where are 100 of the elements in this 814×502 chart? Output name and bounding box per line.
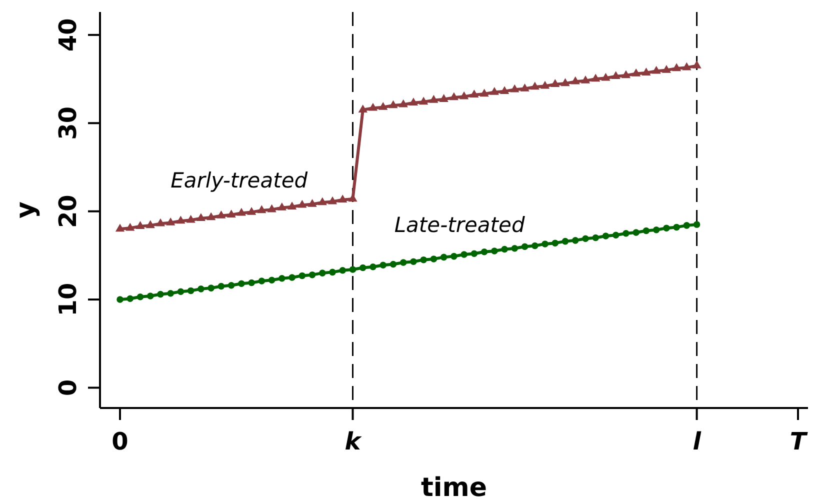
- point: [370, 264, 376, 270]
- point: [166, 218, 176, 226]
- point: [216, 210, 226, 218]
- point: [460, 91, 469, 100]
- point: [490, 86, 499, 95]
- point: [248, 279, 255, 286]
- point: [380, 262, 386, 268]
- point: [612, 232, 620, 239]
- point: [429, 94, 438, 103]
- series-label: Early-treated: [170, 168, 308, 192]
- point: [500, 86, 510, 94]
- point: [570, 76, 580, 84]
- point: [460, 251, 468, 258]
- point: [501, 246, 508, 253]
- point: [278, 274, 286, 282]
- point: [238, 280, 245, 288]
- point: [632, 229, 640, 236]
- point: [319, 270, 326, 276]
- point: [662, 64, 672, 73]
- point: [652, 226, 660, 234]
- point: [156, 218, 166, 226]
- point: [126, 295, 134, 302]
- point: [388, 100, 398, 108]
- point: [652, 66, 661, 74]
- point: [550, 79, 560, 87]
- point: [136, 293, 144, 300]
- point: [449, 92, 458, 100]
- y-tick-label: 30: [54, 106, 82, 140]
- point: [390, 260, 397, 268]
- point: [226, 210, 236, 218]
- point: [580, 76, 590, 84]
- point: [177, 288, 184, 295]
- series-label: Late-treated: [394, 212, 526, 237]
- point: [258, 278, 266, 284]
- point: [268, 276, 276, 284]
- point: [410, 258, 417, 265]
- point: [622, 230, 630, 237]
- point: [318, 197, 327, 206]
- point: [218, 282, 225, 290]
- point: [408, 98, 418, 106]
- point: [440, 254, 448, 261]
- point: [542, 240, 548, 248]
- point: [419, 96, 428, 105]
- y-axis-title: y: [11, 201, 41, 218]
- point: [298, 200, 307, 208]
- point: [157, 290, 164, 298]
- point: [349, 266, 356, 273]
- point: [511, 244, 518, 252]
- point: [480, 88, 489, 97]
- point: [126, 222, 135, 231]
- x-tick-label: k: [344, 427, 363, 456]
- point: [136, 221, 145, 229]
- point: [206, 212, 216, 220]
- x-axis-title: time: [420, 473, 488, 502]
- point: [116, 296, 124, 303]
- point: [591, 74, 600, 82]
- point: [562, 238, 569, 245]
- point: [288, 274, 296, 281]
- point: [208, 284, 214, 292]
- point: [673, 224, 680, 231]
- point: [368, 102, 378, 111]
- point: [146, 292, 154, 300]
- point: [329, 268, 336, 276]
- point: [246, 206, 256, 215]
- point: [115, 224, 125, 232]
- point: [532, 242, 538, 250]
- point: [693, 221, 700, 228]
- point: [491, 248, 498, 254]
- point: [470, 90, 479, 98]
- point: [358, 104, 368, 113]
- point: [560, 78, 570, 86]
- point: [236, 208, 246, 216]
- x-tick-label: l: [692, 427, 702, 456]
- y-tick-label: 20: [54, 194, 82, 228]
- point: [520, 83, 530, 92]
- point: [683, 222, 690, 229]
- point: [196, 213, 206, 222]
- point: [621, 70, 631, 78]
- point: [602, 232, 610, 240]
- point: [582, 235, 589, 242]
- x-tick-label: 0: [112, 427, 128, 456]
- x-tick-label: T: [790, 427, 808, 456]
- point: [146, 220, 155, 228]
- point: [530, 82, 540, 90]
- y-tick-label: 0: [54, 379, 82, 396]
- point: [328, 196, 338, 204]
- point: [592, 234, 599, 242]
- point: [642, 68, 651, 76]
- point: [167, 290, 174, 297]
- point: [450, 252, 458, 260]
- point: [277, 202, 286, 210]
- y-tick-label: 40: [54, 18, 82, 52]
- point: [420, 256, 427, 264]
- point: [611, 71, 620, 80]
- point: [663, 224, 670, 232]
- point: [632, 68, 641, 76]
- y-tick-label: 10: [54, 282, 82, 316]
- point: [521, 243, 528, 250]
- point: [510, 84, 520, 92]
- point: [338, 194, 348, 202]
